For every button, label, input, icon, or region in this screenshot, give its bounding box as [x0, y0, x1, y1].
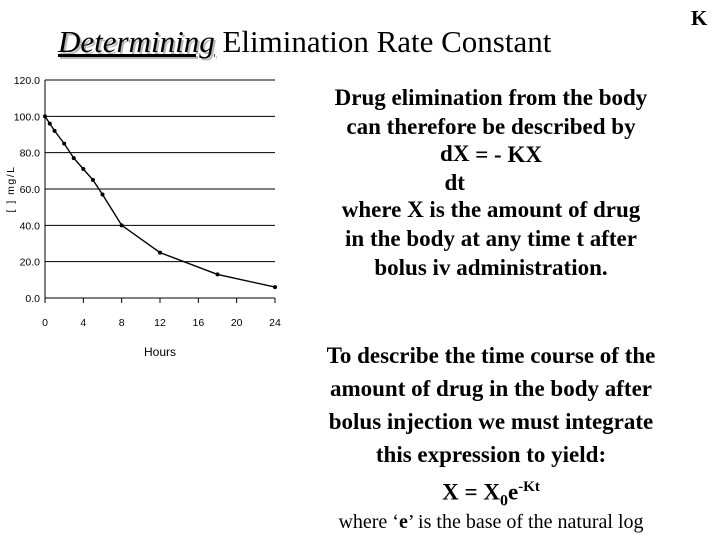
int-line-4: this expression to yield: — [375, 442, 607, 467]
x-tick-label: 12 — [154, 317, 166, 329]
integrated-equation: X = X0e-Kt — [286, 471, 696, 517]
y-tick-label: 60.0 — [20, 184, 41, 196]
desc-line-4: in the body at any time t after — [345, 226, 637, 251]
x-tick-label: 4 — [80, 317, 86, 329]
eq-exponent: -Kt — [518, 479, 540, 495]
desc-line-1: Drug elimination from the body — [334, 85, 648, 110]
y-tick-label: 100.0 — [14, 111, 40, 123]
data-point — [47, 121, 52, 126]
corner-letter: K — [691, 6, 708, 30]
data-point — [119, 223, 124, 228]
data-point — [273, 285, 277, 290]
data-point — [43, 114, 47, 119]
y-tick-label: 0.0 — [25, 293, 40, 305]
x-tick-label: 20 — [231, 317, 243, 329]
data-point — [90, 177, 95, 182]
y-tick-label: 80.0 — [20, 148, 41, 160]
data-point — [52, 128, 57, 133]
desc-line-2: can therefore be described by — [346, 114, 636, 139]
desc-line-3: where X is the amount of drug — [341, 197, 641, 222]
footnote: where ‘e’ is the base of the natural log — [286, 511, 696, 534]
derivative-fraction: dX dt — [440, 139, 469, 197]
title-rest: Elimination Rate Constant — [214, 24, 552, 59]
footnote-end: ’ is the base of the natural log — [407, 511, 644, 533]
x-tick-label: 16 — [192, 317, 204, 329]
eq-rhs: = - KX — [475, 141, 542, 167]
footnote-start: where ‘ — [338, 511, 399, 533]
footnote-e: e — [398, 511, 408, 533]
x-axis-label: Hours — [144, 345, 176, 359]
description-block: Drug elimination from the body can there… — [286, 83, 696, 282]
y-tick-label: 20.0 — [20, 257, 41, 269]
y-tick-label: 120.0 — [14, 75, 40, 87]
integration-block: To describe the time course of the amoun… — [286, 339, 696, 517]
eq-e: e — [507, 479, 519, 505]
slide-title: Determining Elimination Rate Constant — [58, 24, 551, 60]
y-tick-label: 40.0 — [20, 220, 41, 232]
data-point — [100, 192, 105, 197]
eq-x: X = X — [442, 479, 500, 505]
data-point — [62, 141, 67, 146]
x-tick-label: 8 — [119, 317, 125, 329]
int-line-3: bolus injection we must integrate — [328, 409, 654, 434]
data-point — [81, 167, 86, 172]
eq-sub-zero: 0 — [499, 492, 508, 510]
differential-equation: dX dt = - KX — [440, 139, 542, 197]
data-point — [215, 272, 220, 277]
data-point — [71, 156, 76, 161]
x-tick-label: 0 — [42, 317, 48, 329]
eq-numerator: dX — [440, 141, 470, 166]
desc-line-5: bolus iv administration. — [374, 255, 608, 280]
title-emphasis: Determining — [58, 24, 215, 59]
int-line-1: To describe the time course of the — [326, 343, 656, 368]
concentration-chart: 120.0 100.0 80.0 60.0 40.0 20.0 0.00 4 8 12 16 20 24… — [5, 75, 281, 359]
y-axis-label: [ ] mg/L — [5, 165, 17, 212]
int-line-2: amount of drug in the body after — [329, 376, 652, 401]
eq-denominator: dt — [444, 170, 465, 195]
x-tick-label: 24 — [269, 317, 281, 329]
data-point — [158, 250, 162, 255]
